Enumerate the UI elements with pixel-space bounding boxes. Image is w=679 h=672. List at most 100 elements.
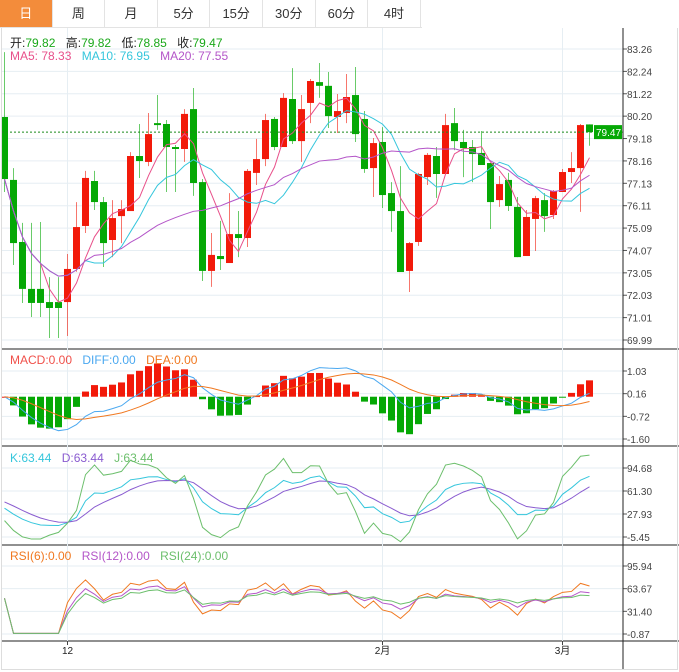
axis-tick-label: 69.99 [627,336,652,347]
candle-down [433,156,440,174]
macd-bar [424,396,431,414]
x-axis-label: 2月 [375,645,391,657]
macd-bar [208,396,215,410]
last-price-label: 79.47 [596,128,621,139]
k-line [4,475,590,527]
candle-up [145,134,152,162]
ma20-line [4,147,590,277]
macd-legend: MACD:0.00 DIFF:0.00 DEA:0.00 [10,353,204,367]
candle-down [100,202,107,244]
macd-bar [460,393,467,397]
candle-up [559,172,566,192]
candle-down [172,147,179,149]
ma20-value: MA20: 77.55 [160,49,229,63]
macd-bar [109,384,116,397]
candle-down [379,141,386,196]
close-value: 79.47 [192,36,223,50]
macd-bar [388,396,395,421]
rsi24-line [4,589,590,634]
dea-line [4,372,590,420]
macd-bar [352,391,359,397]
macd-bar [100,386,107,397]
macd-bar [253,396,260,398]
axis-tick-label: 81.22 [627,90,652,101]
candle-up [298,109,305,142]
macd-bar [91,385,98,397]
macd-bar [154,363,161,397]
tab-30min[interactable]: 30分 [263,0,316,27]
candle-up [307,81,314,103]
macd-bar [10,396,17,406]
rsi12-value: RSI(12):0.00 [81,549,150,563]
candle-up [280,97,287,148]
tab-week[interactable]: 周 [53,0,106,27]
macd-bar [325,378,332,397]
candle-up [82,177,89,226]
candle-up [496,184,503,201]
tab-5min[interactable]: 5分 [158,0,211,27]
macd-bar [145,366,152,397]
macd-bar [19,396,26,417]
j-value: J:63.44 [114,451,154,465]
macd-bar [118,382,125,397]
candle-up [64,268,71,303]
axis-tick-label: 74.07 [627,246,652,257]
candle-down [586,124,593,133]
axis-tick-label: 79.18 [627,135,652,146]
axis-tick-label: 77.13 [627,179,652,190]
axis-tick-label: 61.30 [627,487,652,498]
candle-down [37,288,44,303]
diff-line [4,367,590,432]
dea-value: DEA:0.00 [146,353,198,367]
tab-60min[interactable]: 60分 [316,0,369,27]
candle-up [244,170,251,239]
macd-value: MACD:0.00 [10,353,73,367]
axis-tick-label: 94.68 [627,464,652,475]
macd-bar [541,396,548,409]
ohlc-legend: 开:79.82 高:79.82 低:78.85 收:79.47 [10,34,230,51]
candle-down [19,241,26,289]
candle-up [109,218,116,241]
candle-down [514,206,521,258]
period-tabs: 日 周 月 5分 15分 30分 60分 4时 [0,0,422,28]
macd-bar [163,366,170,397]
macd-bar [127,374,134,397]
axis-tick-label: 75.09 [627,224,652,235]
candle-up [73,227,80,269]
open-value: 79.82 [25,36,56,50]
high-label: 高:79.82 [65,36,112,50]
rsi24-value: RSI(24):0.00 [160,549,229,563]
axis-tick-label: 31.40 [627,607,652,618]
macd-bar [55,396,62,428]
kdj-legend: K:63.44 D:63.44 J:63.44 [10,451,160,465]
candle-up [127,156,134,212]
candle-up [415,173,422,242]
macd-bar [487,396,494,401]
candle-down [352,95,359,135]
ma10-line [4,110,590,277]
macd-bar [280,375,287,397]
tab-4hour[interactable]: 4时 [368,0,421,27]
tab-month[interactable]: 月 [105,0,158,27]
tab-15min[interactable]: 15分 [210,0,263,27]
candle-down [28,288,35,303]
axis-tick-label: 78.16 [627,157,652,168]
macd-bar [271,383,278,397]
macd-bar [523,396,530,414]
candle-down [478,152,485,166]
d-value: D:63.44 [61,451,104,465]
candle-up [577,125,584,169]
axis-tick-label: 83.26 [627,45,652,56]
candle-down [289,98,296,142]
axis-tick-label: 63.67 [627,585,652,596]
macd-bar [406,396,413,435]
tab-day[interactable]: 日 [0,0,53,27]
macd-bar [343,384,350,397]
axis-tick-label: 73.05 [627,269,652,280]
axis-tick-label: 0.16 [627,390,647,401]
macd-bar [73,396,80,407]
macd-bar [559,396,566,398]
candle-down [388,193,395,212]
macd-bar [514,396,521,415]
